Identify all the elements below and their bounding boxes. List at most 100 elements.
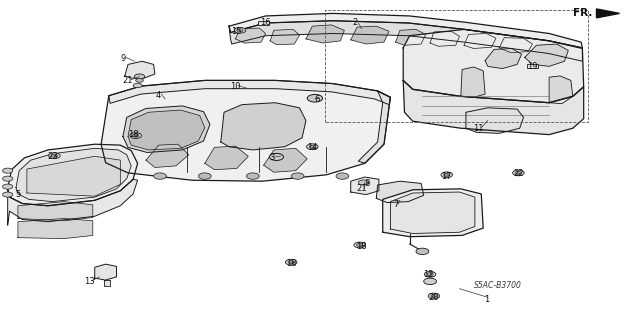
- Polygon shape: [125, 61, 155, 78]
- Polygon shape: [376, 181, 424, 203]
- Polygon shape: [351, 26, 389, 44]
- Text: 4: 4: [156, 91, 161, 100]
- Circle shape: [354, 242, 365, 248]
- Text: 17: 17: [442, 172, 452, 181]
- Circle shape: [424, 278, 436, 285]
- Polygon shape: [18, 219, 93, 239]
- Text: 7: 7: [393, 200, 398, 209]
- Polygon shape: [104, 280, 110, 286]
- Polygon shape: [221, 103, 306, 150]
- Polygon shape: [264, 148, 307, 172]
- Circle shape: [134, 74, 145, 79]
- Text: FR.: FR.: [573, 8, 592, 19]
- Polygon shape: [8, 144, 138, 206]
- Text: 11: 11: [474, 124, 484, 133]
- Polygon shape: [596, 9, 620, 18]
- Circle shape: [51, 154, 58, 157]
- Text: 16: 16: [260, 18, 271, 27]
- Polygon shape: [205, 146, 248, 170]
- Circle shape: [428, 293, 440, 299]
- Text: 21: 21: [356, 184, 367, 193]
- Polygon shape: [306, 25, 344, 43]
- Polygon shape: [466, 108, 524, 133]
- Polygon shape: [27, 156, 120, 196]
- Circle shape: [336, 173, 349, 179]
- Text: 22: 22: [513, 169, 524, 178]
- Circle shape: [3, 176, 13, 181]
- Circle shape: [136, 78, 143, 82]
- Polygon shape: [101, 80, 390, 181]
- Text: 2: 2: [353, 18, 358, 27]
- Text: 15: 15: [232, 27, 242, 36]
- Polygon shape: [229, 13, 582, 48]
- Circle shape: [154, 173, 166, 179]
- Text: 21: 21: [123, 76, 133, 85]
- Circle shape: [358, 180, 369, 185]
- Bar: [258, 21, 269, 25]
- Circle shape: [291, 173, 304, 179]
- Polygon shape: [146, 144, 189, 167]
- Bar: [527, 64, 538, 68]
- Circle shape: [234, 27, 246, 33]
- Circle shape: [130, 133, 141, 138]
- Polygon shape: [403, 29, 584, 103]
- Text: 18: 18: [128, 130, 138, 139]
- Polygon shape: [358, 91, 390, 163]
- Polygon shape: [18, 202, 93, 221]
- Circle shape: [246, 173, 259, 179]
- Text: 5: 5: [15, 190, 20, 199]
- Circle shape: [309, 145, 316, 148]
- Text: 3: 3: [269, 153, 275, 162]
- Polygon shape: [236, 28, 266, 43]
- Text: 20: 20: [429, 293, 439, 302]
- Text: 19: 19: [527, 63, 538, 71]
- Polygon shape: [485, 48, 522, 69]
- Text: 8: 8: [365, 179, 370, 188]
- Circle shape: [133, 83, 142, 88]
- Polygon shape: [8, 179, 138, 225]
- Text: 13: 13: [84, 277, 95, 286]
- Circle shape: [441, 172, 452, 178]
- Text: 12: 12: [424, 271, 434, 279]
- Circle shape: [132, 134, 139, 137]
- Polygon shape: [390, 192, 475, 234]
- Polygon shape: [461, 67, 485, 97]
- Polygon shape: [16, 148, 131, 202]
- Circle shape: [288, 261, 294, 264]
- Text: 18: 18: [356, 242, 367, 251]
- Circle shape: [515, 171, 522, 174]
- Polygon shape: [549, 76, 573, 104]
- Polygon shape: [128, 110, 205, 150]
- Circle shape: [424, 271, 436, 277]
- Circle shape: [416, 248, 429, 255]
- Polygon shape: [464, 33, 496, 48]
- Circle shape: [427, 273, 433, 276]
- Circle shape: [49, 153, 60, 159]
- Circle shape: [269, 153, 284, 160]
- Circle shape: [431, 294, 437, 298]
- Circle shape: [3, 168, 13, 173]
- Polygon shape: [229, 21, 582, 61]
- Circle shape: [3, 184, 13, 189]
- Circle shape: [513, 170, 524, 176]
- Circle shape: [237, 29, 243, 32]
- Text: 14: 14: [307, 143, 317, 152]
- Polygon shape: [109, 80, 390, 105]
- Text: 1: 1: [484, 295, 489, 304]
- Circle shape: [3, 192, 13, 197]
- Polygon shape: [351, 177, 379, 195]
- Polygon shape: [123, 106, 210, 152]
- Polygon shape: [525, 44, 568, 66]
- Text: 6: 6: [314, 95, 319, 104]
- Circle shape: [285, 259, 297, 265]
- Polygon shape: [403, 80, 584, 135]
- Text: S5AC-B3700: S5AC-B3700: [474, 281, 522, 290]
- Circle shape: [307, 94, 323, 102]
- Text: 23: 23: [47, 152, 58, 161]
- Polygon shape: [383, 189, 483, 237]
- Circle shape: [444, 173, 450, 176]
- Circle shape: [356, 243, 363, 247]
- Polygon shape: [95, 264, 116, 280]
- Text: 18: 18: [286, 259, 296, 268]
- Text: 10: 10: [230, 82, 241, 91]
